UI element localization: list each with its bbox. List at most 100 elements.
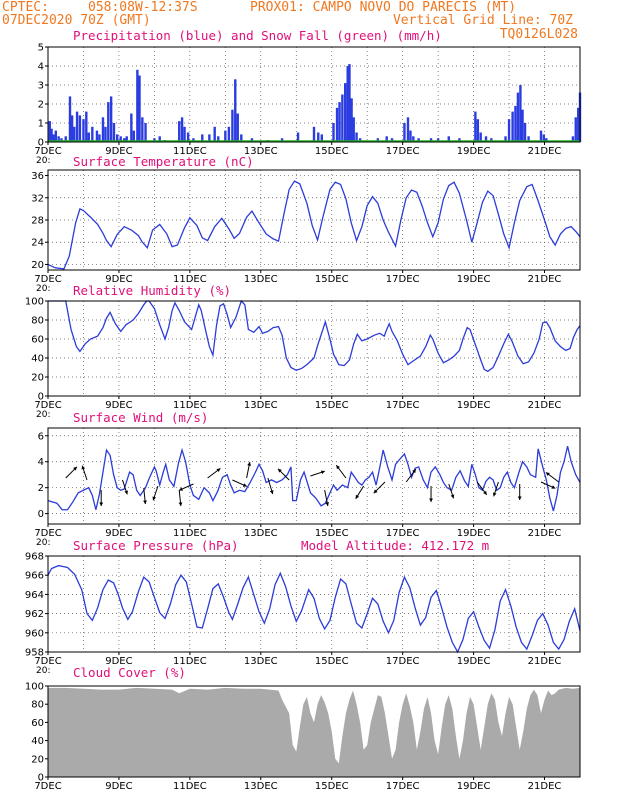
precip-bar: [429, 138, 433, 142]
precip-bar: [346, 66, 349, 142]
panel-title: Cloud Cover (%): [73, 665, 186, 680]
y-tick-label: 100: [25, 682, 44, 693]
precip-bar: [201, 134, 204, 142]
x-tick-label: 7DEC: [34, 781, 61, 792]
precip-bar: [320, 134, 324, 142]
y-tick-label: 5: [38, 43, 44, 54]
precip-bar: [574, 117, 577, 142]
precip-bar: [511, 111, 514, 142]
precip-bar: [507, 119, 511, 142]
x-tick-label: 11DEC: [173, 528, 207, 539]
x-tick-label: 13DEC: [244, 400, 278, 411]
precip-bar: [341, 94, 344, 142]
y-tick-label: 1: [38, 119, 44, 130]
x-tick-label: 15DEC: [315, 400, 349, 411]
precip-bar: [141, 117, 144, 142]
x-tick-label: 9DEC: [105, 781, 132, 792]
precip-bar: [296, 132, 300, 142]
precip-bar: [186, 132, 190, 142]
x-tick-label: 15DEC: [315, 146, 349, 157]
y-tick-label: 28: [31, 216, 44, 227]
precip-bar: [48, 121, 51, 142]
precip-bar: [348, 64, 351, 142]
y-tick-label: 4: [38, 457, 44, 468]
precip-bar: [112, 123, 116, 142]
precip-bar: [138, 75, 141, 142]
x-tick-label: 21DEC: [528, 781, 562, 792]
wind-arrow-head: [269, 490, 274, 494]
wind-arrow-head: [143, 500, 147, 504]
precip-bar: [224, 130, 227, 142]
header-run: 07DEC2020 70Z (GMT): [2, 13, 151, 28]
precip-bar: [54, 130, 58, 142]
precip-bar: [479, 132, 482, 142]
chart-panels: Precipitation (blue) and Snow Fall (gree…: [25, 28, 582, 792]
panel-2: Surface Temperature (nC) 20 24 28 32 36 7DEC 9D…: [31, 154, 581, 294]
y-tick-label: 2: [38, 483, 44, 494]
x-tick-label: 21DEC: [528, 656, 562, 667]
precip-bar: [358, 138, 362, 142]
precip-bar: [125, 136, 128, 142]
precip-bar: [73, 126, 76, 142]
wind-arrow-head: [450, 494, 455, 499]
precip-bar: [78, 115, 82, 142]
wind-arrow-head: [517, 496, 522, 500]
x-tick-label: 13DEC: [244, 274, 278, 285]
precip-bar: [542, 134, 546, 142]
y-tick-label: 40: [31, 736, 44, 747]
x-tick-label: 11DEC: [173, 656, 207, 667]
y-tick-label: 962: [25, 609, 44, 620]
x-tick-label: 7DEC: [34, 400, 61, 411]
x-tick-label: 9DEC: [105, 146, 132, 157]
x-tick-label: 17DEC: [386, 781, 420, 792]
precip-bar: [64, 136, 67, 142]
precip-bar: [403, 123, 406, 142]
wind-arrow-head: [178, 502, 183, 506]
precip-bar: [474, 111, 477, 142]
y-tick-label: 60: [31, 335, 44, 346]
x-tick-label: 17DEC: [386, 656, 420, 667]
wind-arrow-head: [216, 468, 221, 473]
x-year-label: 20:: [36, 410, 50, 420]
precip-bar: [68, 96, 72, 142]
precip-bar: [250, 138, 254, 142]
x-tick-label: 17DEC: [386, 528, 420, 539]
precip-bar: [352, 117, 355, 142]
y-tick-label: 958: [25, 648, 44, 659]
y-tick-label: 80: [31, 316, 44, 327]
series-line: [47, 446, 581, 512]
precip-bar: [236, 113, 239, 142]
precip-bar: [516, 92, 520, 142]
x-year-label: 20:: [36, 156, 50, 166]
precip-bar: [523, 123, 527, 142]
precip-bar: [70, 115, 74, 142]
precip-bar: [332, 123, 335, 142]
precip-bar: [183, 126, 186, 142]
x-year-label: 20:: [36, 538, 50, 548]
panel-1: Precipitation (blue) and Snow Fall (gree…: [34, 28, 582, 166]
precip-bar: [95, 130, 99, 142]
precip-bar: [104, 126, 107, 142]
header-coords: 058:08W-12:37S: [88, 0, 198, 15]
x-tick-label: 11DEC: [173, 400, 207, 411]
wind-arrow-head: [373, 489, 378, 494]
x-tick-label: 19DEC: [457, 146, 491, 157]
precip-bar: [458, 138, 461, 142]
precip-bar: [130, 113, 133, 142]
panel-frame: [47, 427, 581, 525]
precip-bar: [376, 138, 380, 142]
x-tick-label: 9DEC: [105, 656, 132, 667]
wind-arrow-head: [81, 465, 86, 470]
header-grid-note: Vertical Grid Line: 70Z: [393, 13, 573, 28]
y-tick-label: 0: [38, 392, 44, 403]
x-tick-label: 19DEC: [457, 656, 491, 667]
x-tick-label: 7DEC: [34, 274, 61, 285]
precip-bar: [101, 117, 105, 142]
y-tick-label: 0: [38, 773, 44, 784]
x-year-label: 20:: [36, 284, 50, 294]
header-station: PROX01: CAMPO NOVO DO PARECIS (MT): [250, 0, 516, 15]
panel-3: Relative Humidity (%) 0 20 40 60 80 100 7DEC 9DE…: [25, 283, 581, 420]
precip-bar: [447, 136, 450, 142]
precip-bar: [50, 128, 53, 142]
